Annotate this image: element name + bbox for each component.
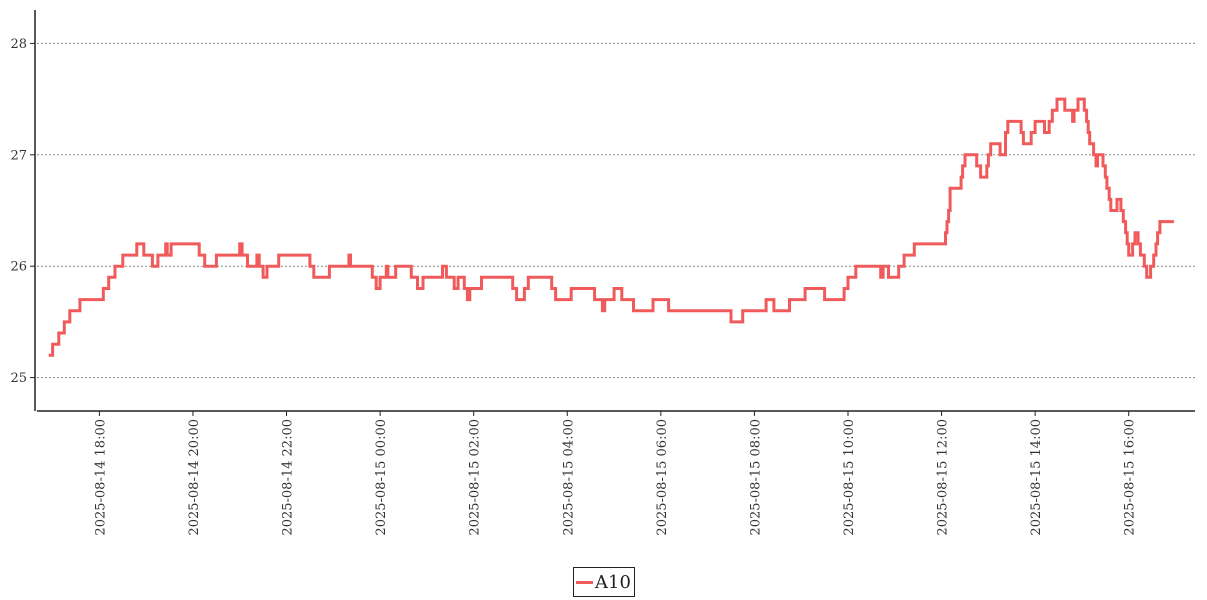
series-layer <box>48 97 1174 357</box>
x-tick-label: 2025-08-15 08:00 <box>748 419 763 536</box>
legend: A10 <box>573 567 635 597</box>
x-tick-label: 2025-08-14 18:00 <box>93 419 108 536</box>
series-line-a10 <box>48 97 1174 357</box>
x-axis-ticks: 2025-08-14 18:00 2025-08-14 20:00 2025-08-… <box>93 411 1138 536</box>
x-tick-label: 2025-08-15 12:00 <box>936 419 951 536</box>
legend-swatch-a10 <box>576 580 593 584</box>
y-axis-ticks: 25 26 27 28 <box>10 37 35 386</box>
y-tick-label: 26 <box>10 260 27 275</box>
y-tick-label: 27 <box>10 148 27 163</box>
x-tick-label: 2025-08-14 22:00 <box>281 419 296 536</box>
legend-label-a10: A10 <box>595 571 631 593</box>
x-tick-label: 2025-08-15 06:00 <box>655 419 670 536</box>
x-tick-label: 2025-08-15 02:00 <box>468 419 483 536</box>
y-gridlines <box>37 42 1195 379</box>
x-tick-label: 2025-08-15 00:00 <box>374 419 389 536</box>
y-tick-label: 28 <box>10 37 27 52</box>
x-tick-label: 2025-08-14 20:00 <box>187 419 202 536</box>
x-tick-label: 2025-08-15 16:00 <box>1123 419 1138 536</box>
x-tick-label: 2025-08-15 04:00 <box>561 419 576 536</box>
y-tick-label: 25 <box>10 371 27 386</box>
x-tick-label: 2025-08-15 14:00 <box>1029 419 1044 536</box>
x-tick-label: 2025-08-15 10:00 <box>842 419 857 536</box>
